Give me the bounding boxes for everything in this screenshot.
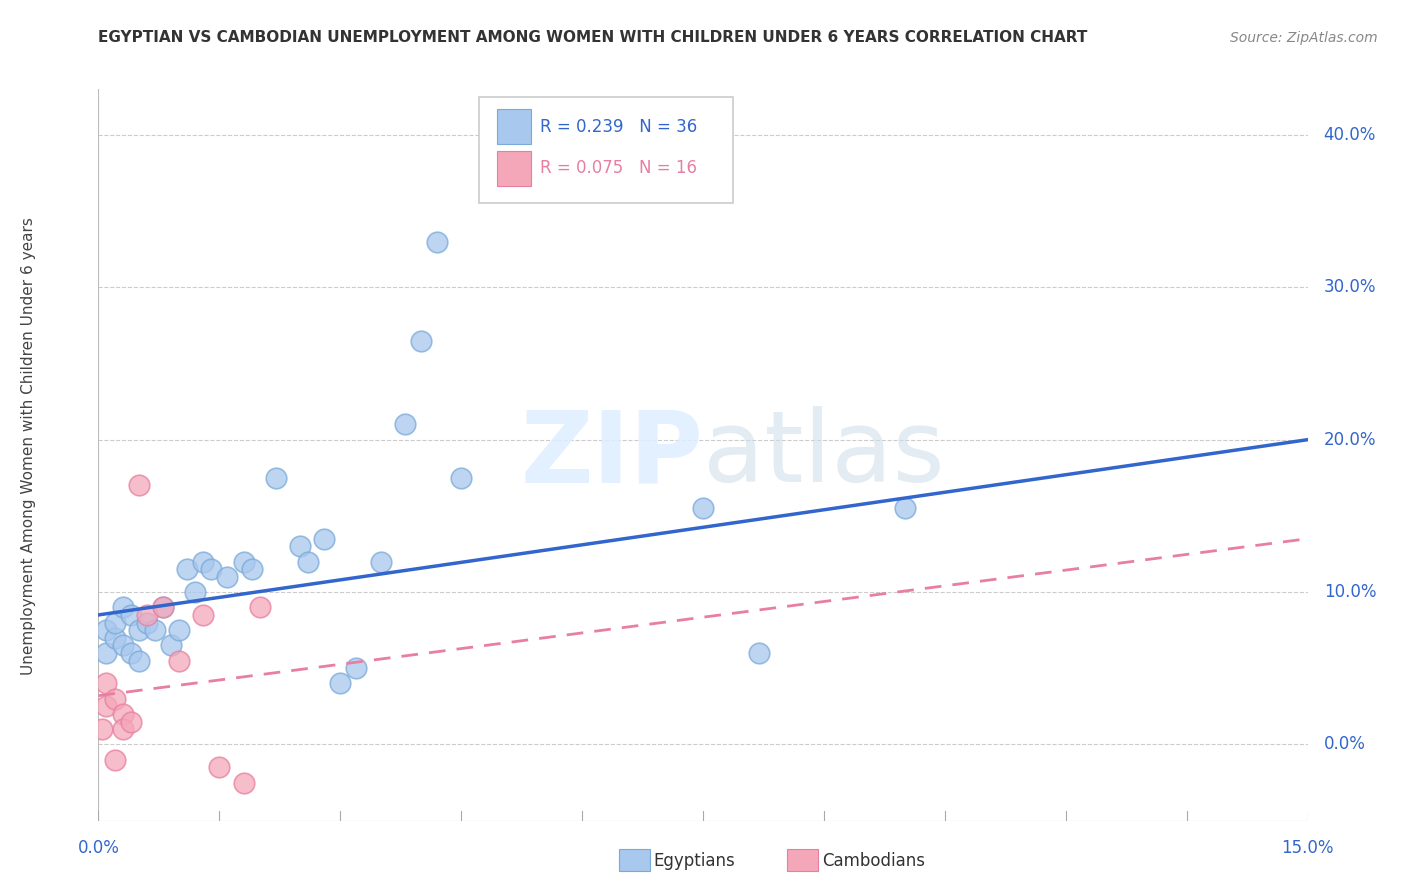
Point <box>288 539 311 553</box>
Text: 0.0%: 0.0% <box>1323 735 1365 754</box>
Text: 15.0%: 15.0% <box>1281 838 1334 857</box>
Point <box>152 600 174 615</box>
Point <box>96 676 118 690</box>
Point <box>96 699 118 714</box>
Text: ZIP: ZIP <box>520 407 703 503</box>
Text: Cambodians: Cambodians <box>823 852 925 870</box>
Text: R = 0.075   N = 16: R = 0.075 N = 16 <box>540 159 697 178</box>
Point <box>297 555 319 569</box>
Point <box>143 623 166 637</box>
Point <box>232 775 254 789</box>
Point <box>314 532 336 546</box>
Bar <box>498 109 531 145</box>
Point <box>96 623 118 637</box>
Text: 0.0%: 0.0% <box>77 838 120 857</box>
Point <box>240 562 263 576</box>
Point <box>135 615 157 630</box>
Point <box>167 623 190 637</box>
Point <box>200 562 222 576</box>
Text: 30.0%: 30.0% <box>1323 278 1376 296</box>
Text: atlas: atlas <box>703 407 945 503</box>
Text: 40.0%: 40.0% <box>1323 126 1376 144</box>
Point <box>409 334 432 348</box>
Point <box>120 646 142 660</box>
Point <box>103 631 125 645</box>
Point <box>232 555 254 569</box>
Point <box>208 760 231 774</box>
Point <box>96 646 118 660</box>
Text: Unemployment Among Women with Children Under 6 years: Unemployment Among Women with Children U… <box>21 217 35 675</box>
Point <box>120 607 142 622</box>
Point <box>184 585 207 599</box>
Point <box>103 691 125 706</box>
Point <box>344 661 367 675</box>
Point <box>120 714 142 729</box>
Text: Source: ZipAtlas.com: Source: ZipAtlas.com <box>1230 30 1378 45</box>
Point <box>160 639 183 653</box>
Point <box>128 623 150 637</box>
Text: R = 0.239   N = 36: R = 0.239 N = 36 <box>540 118 697 136</box>
Point <box>91 723 114 737</box>
Point <box>103 615 125 630</box>
Text: 10.0%: 10.0% <box>1323 583 1376 601</box>
Point <box>111 706 134 721</box>
Point <box>692 501 714 516</box>
Point <box>748 646 770 660</box>
Point <box>103 753 125 767</box>
Point <box>264 471 287 485</box>
Text: EGYPTIAN VS CAMBODIAN UNEMPLOYMENT AMONG WOMEN WITH CHILDREN UNDER 6 YEARS CORRE: EGYPTIAN VS CAMBODIAN UNEMPLOYMENT AMONG… <box>98 29 1088 45</box>
Point <box>249 600 271 615</box>
Point <box>193 555 215 569</box>
Point <box>176 562 198 576</box>
Point <box>111 639 134 653</box>
Point <box>450 471 472 485</box>
Point <box>370 555 392 569</box>
Text: 20.0%: 20.0% <box>1323 431 1376 449</box>
Point <box>152 600 174 615</box>
Point <box>135 607 157 622</box>
Point <box>217 570 239 584</box>
Point <box>128 654 150 668</box>
Point <box>128 478 150 492</box>
Bar <box>498 151 531 186</box>
Text: Egyptians: Egyptians <box>654 852 735 870</box>
FancyBboxPatch shape <box>479 96 734 202</box>
Point <box>329 676 352 690</box>
Point <box>111 723 134 737</box>
Point <box>167 654 190 668</box>
Point <box>111 600 134 615</box>
Point <box>394 417 416 432</box>
Point <box>193 607 215 622</box>
Point <box>426 235 449 249</box>
Point <box>893 501 915 516</box>
